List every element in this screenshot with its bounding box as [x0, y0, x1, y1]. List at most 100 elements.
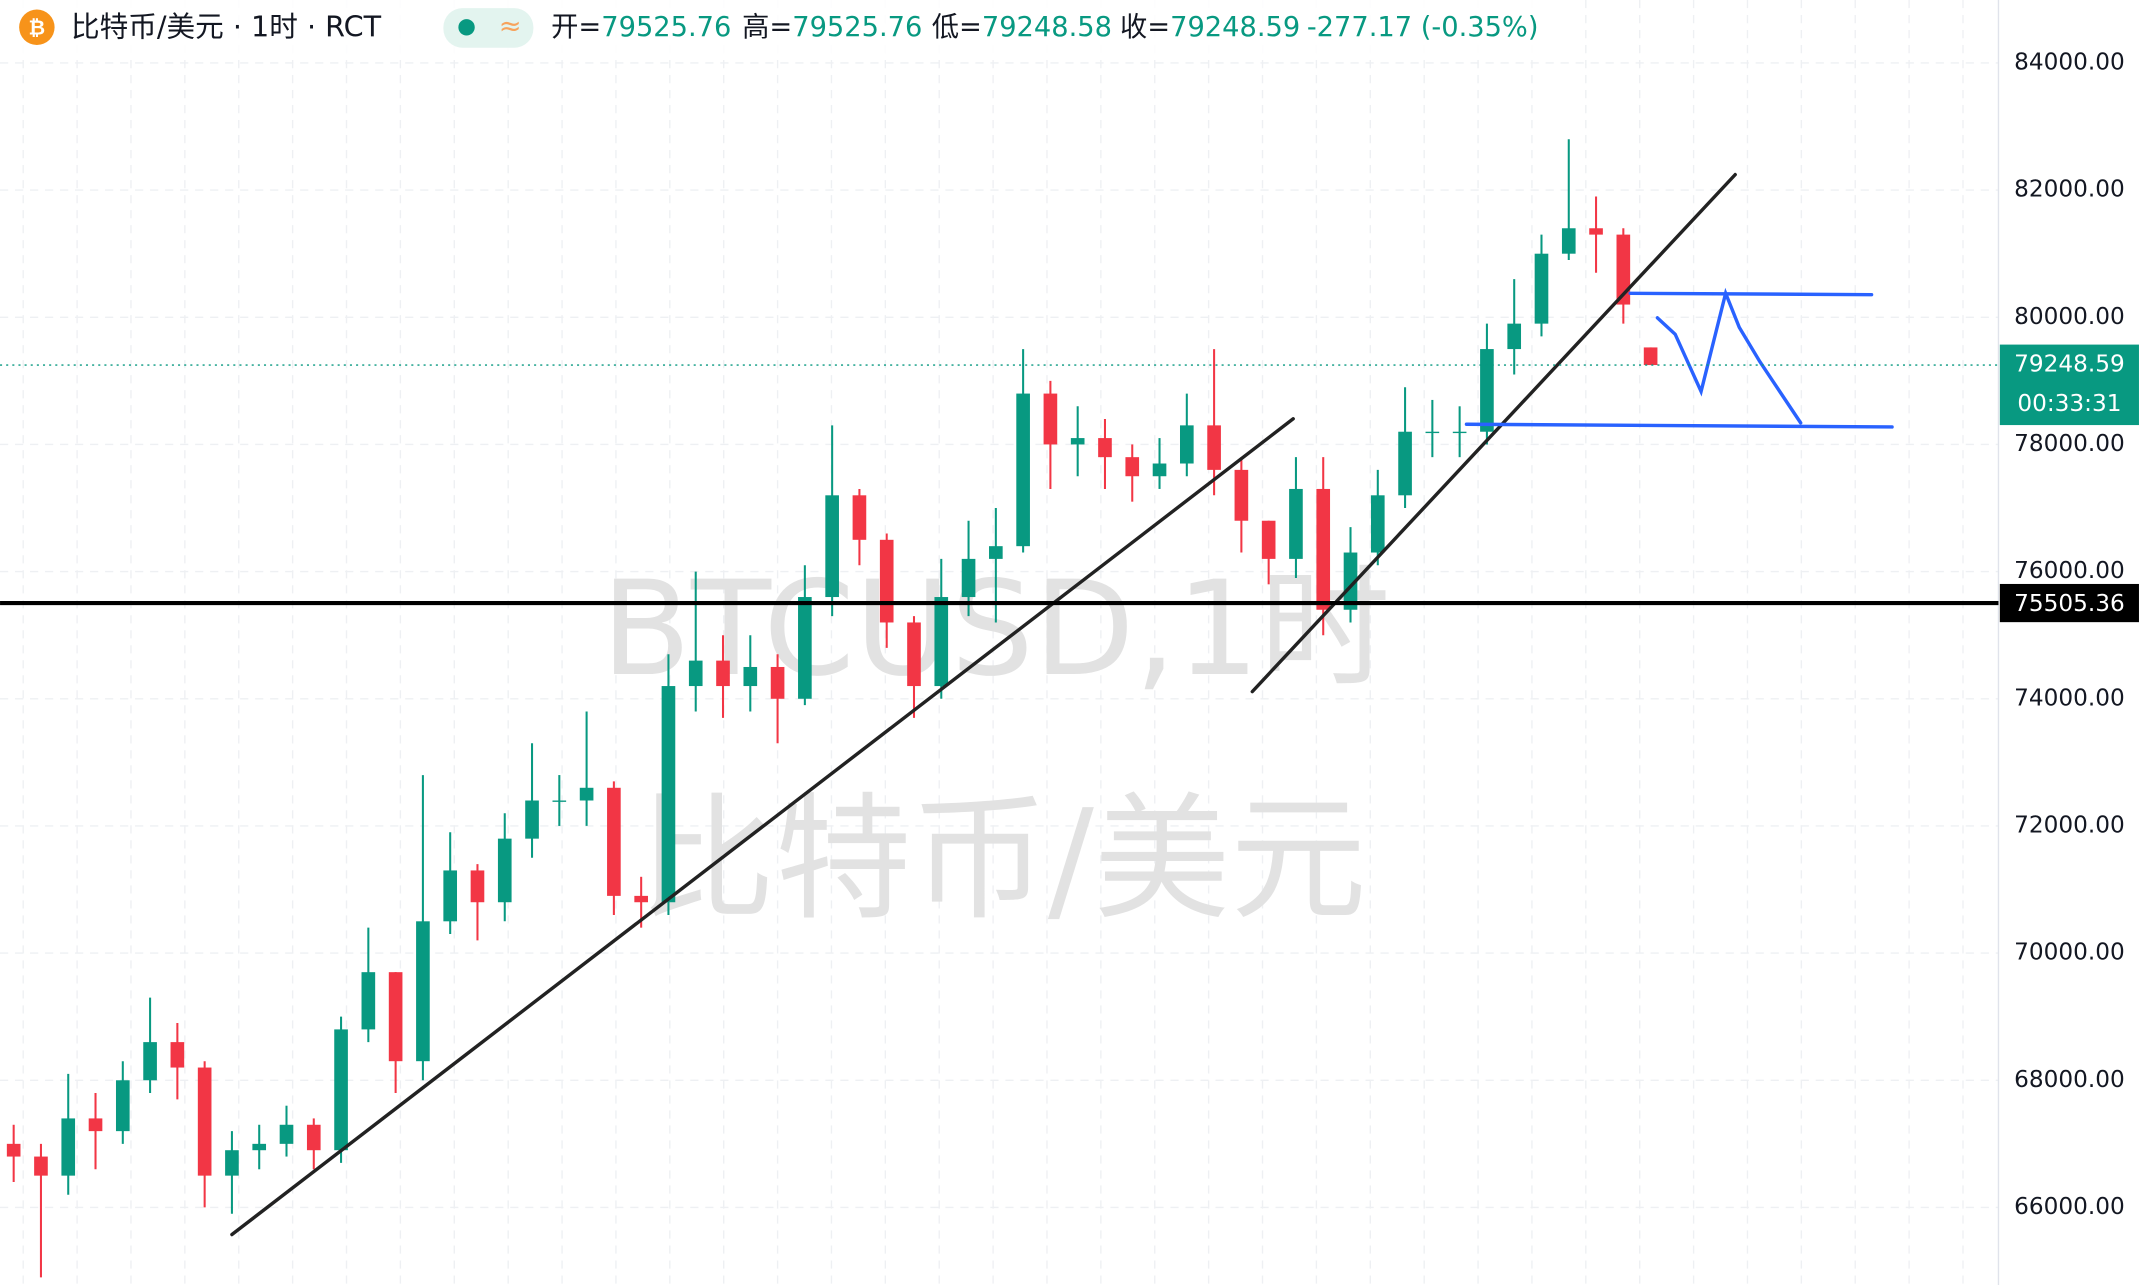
coin-icon — [19, 9, 55, 46]
candle-body — [634, 895, 648, 903]
grid — [0, 0, 1999, 1285]
ohlc-value: 79248.58 — [982, 12, 1112, 43]
candle-body — [1616, 234, 1631, 305]
candle-body — [1043, 393, 1058, 445]
support-line — [1464, 422, 1894, 429]
status-icon: ≈ — [499, 11, 522, 42]
y-tick-label: 76000.00 — [2014, 557, 2125, 584]
candle-body — [143, 1042, 157, 1081]
candle-body — [743, 666, 758, 687]
level-label: 75505.36 — [2014, 590, 2125, 617]
y-tick-label: 82000.00 — [2014, 176, 2125, 203]
candle-body — [1480, 349, 1494, 432]
ohlc-label: 收= — [1120, 12, 1170, 43]
coin-symbol: ₿ — [29, 16, 46, 40]
y-tick-label: 78000.00 — [2014, 430, 2125, 457]
last-price-bg — [1999, 344, 2139, 426]
resistance-line — [1628, 291, 1874, 297]
candle-body — [1070, 438, 1085, 445]
candle-body — [470, 870, 485, 903]
candle-body — [1289, 488, 1303, 559]
candle-body — [170, 1042, 185, 1068]
status-pill[interactable] — [443, 8, 534, 48]
candles — [6, 139, 1658, 1278]
candle-body — [1398, 431, 1412, 496]
candle-body — [607, 787, 621, 896]
candle-body — [388, 972, 403, 1062]
candle-body — [252, 1143, 267, 1151]
candle-body — [1207, 425, 1221, 470]
candle-body — [1016, 393, 1030, 547]
projection-path — [1655, 287, 1803, 425]
candle-body — [279, 1124, 294, 1144]
status-dot — [458, 19, 475, 36]
axis-bg — [1998, 0, 2139, 1285]
trend-line — [230, 417, 1295, 1237]
candle-body — [416, 921, 430, 1062]
candle-body — [197, 1067, 212, 1176]
candle-body — [579, 787, 594, 801]
candle-body — [225, 1150, 239, 1176]
candle-body — [1561, 228, 1576, 254]
candle-body — [1343, 552, 1358, 610]
candle-body — [443, 870, 458, 922]
y-tick-label: 80000.00 — [2014, 303, 2125, 330]
watermark: BTCUSD,1时 比特币/美元 — [601, 552, 1390, 939]
candle-body — [552, 800, 567, 802]
candle-body — [907, 622, 921, 687]
y-tick-label: 70000.00 — [2014, 939, 2125, 966]
candle-body — [934, 597, 949, 687]
candle-body — [825, 495, 839, 598]
candle-body — [716, 660, 730, 687]
candle-body — [525, 800, 539, 839]
watermark-name: 比特币/美元 — [639, 781, 1367, 940]
candle-body — [1234, 469, 1249, 521]
candle-body — [661, 686, 676, 903]
header: ₿ 比特币/美元 · 1时 · RCT ≈ 开= 79525.76 高= 79525.… — [0, 0, 1583, 58]
ohlc-label: 高= — [742, 12, 792, 43]
candle-body — [88, 1118, 103, 1132]
candle-body — [334, 1029, 348, 1151]
candle-body — [1125, 457, 1140, 477]
symbol-title: 比特币/美元 · 1时 · RCT — [71, 10, 382, 44]
candle-body — [1452, 431, 1467, 434]
trend-line — [1250, 172, 1737, 694]
candle-body — [798, 597, 812, 699]
change-label: -277.17 (-0.35%) — [1307, 12, 1539, 43]
candle-body — [1507, 323, 1522, 350]
candle-body — [1179, 425, 1194, 464]
y-tick-label: 66000.00 — [2014, 1193, 2125, 1220]
candle-body — [852, 495, 867, 540]
y-tick-label: 68000.00 — [2014, 1066, 2125, 1093]
ohlc-value: 79525.76 — [601, 12, 731, 43]
candle-body — [770, 666, 785, 699]
candle-body — [1098, 438, 1112, 458]
candle-body — [361, 972, 376, 1030]
candle-body — [1534, 253, 1549, 324]
header-bg — [0, 0, 1583, 58]
price-axis: 66000.00 68000.00 70000.00 72000.00 74000.00… — [1997, 0, 2139, 1285]
candle-body — [1425, 431, 1440, 434]
ohlc-value: 79248.59 — [1170, 12, 1300, 43]
y-tick-label: 72000.00 — [2014, 811, 2125, 838]
ohlc-label: 开= — [551, 12, 601, 43]
countdown-label: 00:33:31 — [2017, 390, 2121, 417]
last-price-label: 79248.59 — [2014, 351, 2125, 378]
candle-body — [61, 1118, 76, 1176]
candle-body — [688, 660, 703, 687]
candle-body — [1370, 495, 1385, 553]
candle-body — [989, 546, 1003, 559]
candle-body — [34, 1156, 48, 1176]
candle-body — [879, 539, 894, 623]
candle-body — [115, 1080, 130, 1132]
y-tick-label: 84000.00 — [2014, 48, 2125, 75]
candle-body — [306, 1124, 321, 1151]
candle-body — [1643, 347, 1658, 366]
ohlc-value: 79525.76 — [792, 12, 922, 43]
candle-body — [1261, 520, 1276, 559]
candle-body — [961, 558, 976, 598]
candle-body — [6, 1143, 21, 1157]
candle-body — [1152, 463, 1167, 477]
